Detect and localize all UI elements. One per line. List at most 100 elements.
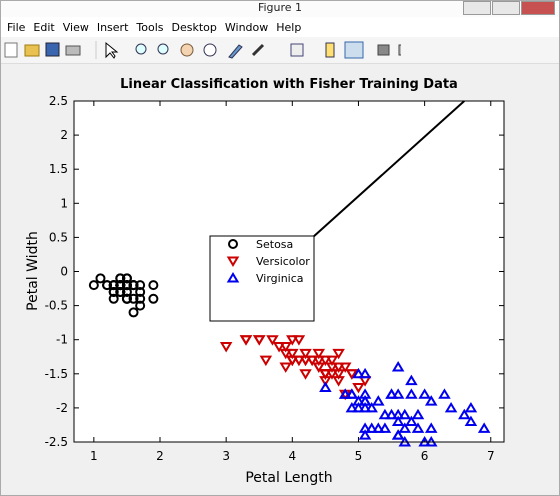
y-tick-label: 1.5 [49,162,68,176]
marker [424,422,438,433]
marker [405,388,418,399]
window-buttons [462,1,555,15]
marker [385,388,398,399]
title-bar: Figure 1 [1,1,559,17]
marker [391,429,405,440]
legend-label: Virginica [256,272,304,285]
toolbar-icons [4,41,411,59]
marker [148,280,159,291]
y-tick-label: 0.5 [49,230,68,244]
menu-item[interactable]: Help [276,20,302,34]
marker [108,280,119,291]
dock-icon[interactable] [398,44,411,56]
y-tick-label: -1.5 [45,367,68,381]
marker [352,401,365,413]
hide-tools-icon[interactable] [377,44,390,56]
open-icon[interactable] [24,44,40,57]
menu-item[interactable]: File [7,20,26,34]
maximize-button[interactable] [492,1,520,15]
legend: Setosa Versicolor Virginica [209,235,315,322]
legend-box [209,235,315,322]
marker [121,286,132,297]
x-tick-label: 7 [487,449,495,463]
marker [226,272,240,283]
marker [365,422,378,433]
brush-icon[interactable] [251,43,265,57]
marker [228,239,238,249]
marker [358,422,372,433]
x-tick-label: 2 [156,449,164,463]
marker [332,362,345,373]
marker [266,335,279,346]
marker [372,422,385,433]
rotate-icon[interactable] [203,43,217,57]
marker [405,415,418,427]
marker [345,401,359,413]
marker [121,273,132,284]
legend-label: Versicolor [256,255,310,268]
colorbar-icon[interactable] [325,42,335,58]
marker [424,395,438,406]
marker [391,388,405,399]
marker [358,401,372,413]
marker [272,342,286,353]
menu-item[interactable]: Edit [33,20,55,34]
y-tick-label: 0 [60,265,68,279]
pan-icon[interactable] [180,43,194,57]
minimize-button[interactable] [463,1,491,15]
zoom-in-icon[interactable] [135,43,147,55]
marker [135,293,146,304]
link-icon[interactable] [290,43,304,57]
datacursor-icon[interactable] [228,44,243,59]
marker [464,415,478,427]
new-icon[interactable] [4,42,18,58]
marker [332,348,345,360]
marker [135,286,146,297]
x-axis-label: Petal Length [245,470,332,486]
marker [405,374,418,386]
marker [108,286,119,297]
marker [299,355,312,367]
series-0 [88,273,159,318]
menu-item[interactable]: Window [224,20,269,34]
legend-label: Setosa [256,238,293,251]
y-tick-label: -2 [56,401,68,415]
menu-item[interactable]: Desktop [171,20,217,34]
marker [319,376,332,387]
marker [128,293,139,304]
marker [102,280,113,291]
axes-box [73,100,505,443]
legend-icon[interactable] [344,41,364,59]
marker [385,408,398,420]
chart: Linear Classification with Fisher Traini… [25,77,505,486]
print-icon[interactable] [65,45,81,56]
marker [345,388,359,399]
marker [95,273,106,284]
marker [259,355,273,367]
y-tick-label: -1 [56,333,68,347]
marker [477,422,491,433]
marker [292,355,306,367]
save-icon[interactable] [45,42,60,57]
marker [135,300,146,311]
marker [352,382,365,394]
marker [299,369,312,380]
zoom-out-icon[interactable] [157,43,169,55]
menu-item[interactable]: View [62,20,89,34]
marker [319,381,332,392]
marker [398,408,412,420]
marker [292,335,306,346]
marker [279,362,292,373]
x-tick-label: 4 [288,449,296,463]
menu-item[interactable]: Insert [96,20,129,34]
window-title: Figure 1 [257,1,303,14]
menu-item[interactable]: Tools [136,20,164,34]
marker [358,367,372,379]
pointer-icon[interactable] [105,41,119,59]
close-button[interactable] [521,1,555,15]
decision-boundary [285,100,465,263]
marker [352,367,365,379]
marker [438,388,451,399]
marker [312,348,326,360]
